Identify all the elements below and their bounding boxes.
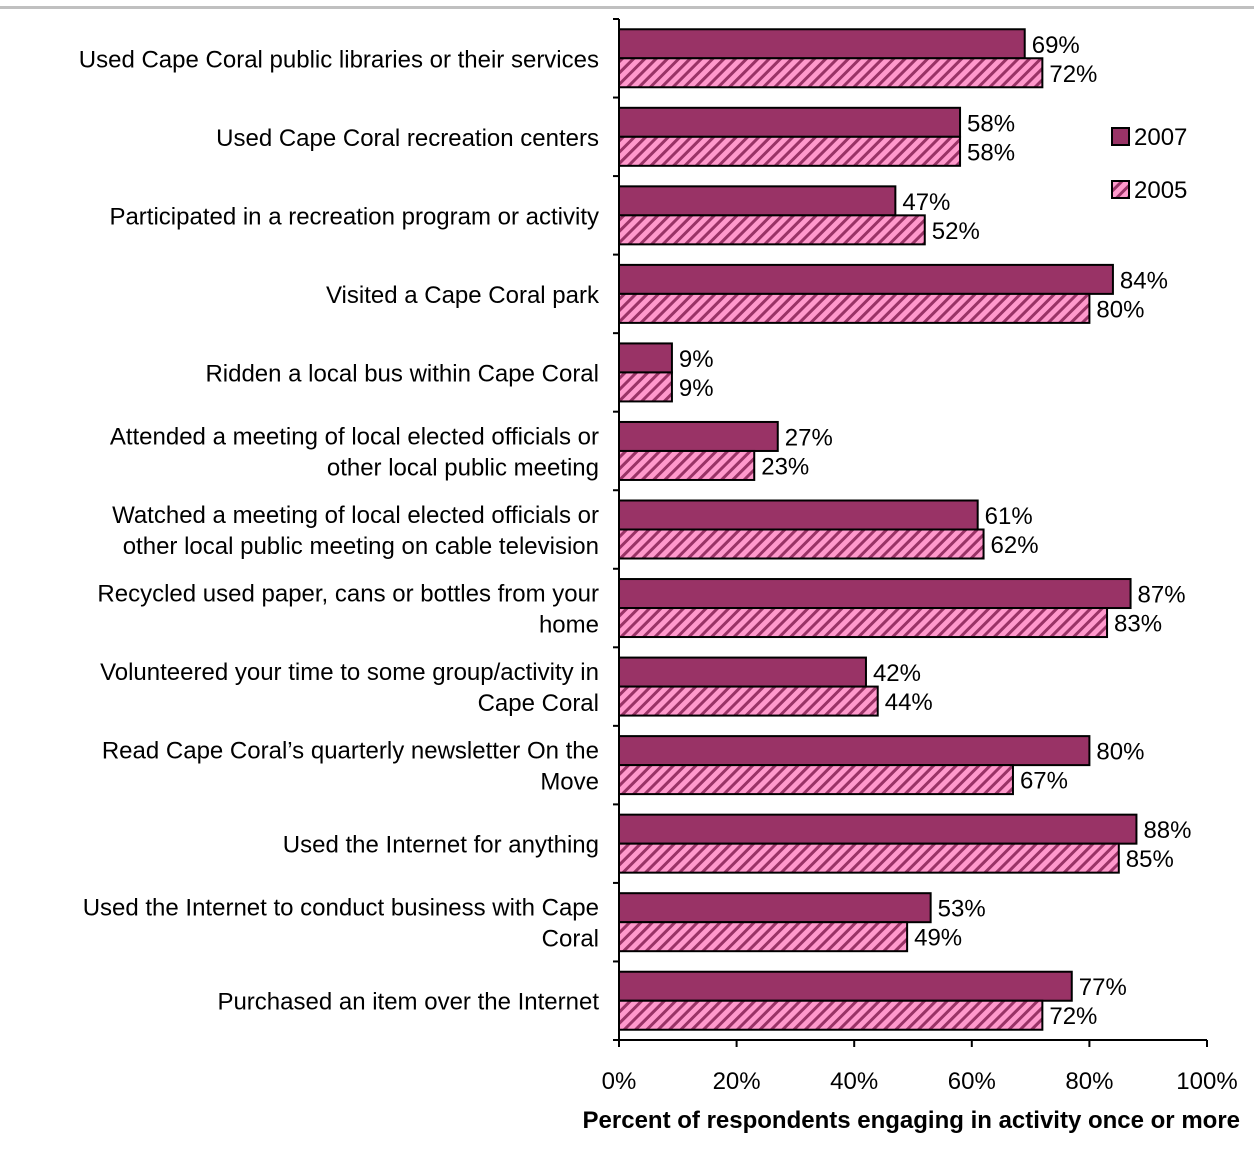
- value-label-2005: 80%: [1096, 296, 1144, 323]
- value-label-2007: 47%: [902, 189, 950, 216]
- bars-layer: 69%72%58%58%47%52%84%80%9%9%27%23%61%62%…: [618, 28, 1191, 1031]
- x-tick-label: 20%: [713, 1068, 761, 1095]
- category-label: Purchased an item over the Internet: [217, 989, 599, 1016]
- bar-2005: [618, 135, 962, 167]
- bar-2007: [618, 970, 1073, 1002]
- bar-2005: [618, 214, 926, 246]
- bar-2007: [618, 420, 779, 452]
- axes: Used Cape Coral public libraries or thei…: [79, 18, 1238, 1095]
- x-tick-label: 40%: [830, 1068, 878, 1095]
- category-label: Visited a Cape Coral park: [326, 282, 600, 309]
- top-border-line: [0, 6, 1254, 9]
- bar-2005: [618, 371, 673, 403]
- value-label-2007: 77%: [1079, 974, 1127, 1001]
- category-label: Used Cape Coral recreation centers: [216, 125, 599, 152]
- bar-2007: [618, 185, 897, 217]
- bar-2007: [618, 499, 979, 531]
- bar-2005: [618, 685, 879, 717]
- value-label-2005: 85%: [1126, 846, 1174, 873]
- value-label-2007: 53%: [938, 896, 986, 923]
- bar-2005: [618, 842, 1120, 874]
- value-label-2007: 88%: [1143, 817, 1191, 844]
- bar-2007: [618, 342, 673, 374]
- value-label-2007: 80%: [1096, 739, 1144, 766]
- value-label-2005: 67%: [1020, 768, 1068, 795]
- value-label-2005: 49%: [914, 925, 962, 952]
- category-label: Read Cape Coral’s quarterly newsletter O…: [102, 738, 599, 796]
- value-label-2007: 61%: [985, 503, 1033, 530]
- category-label: Watched a meeting of local elected offic…: [112, 502, 599, 560]
- value-label-2007: 87%: [1138, 582, 1186, 609]
- value-label-2005: 72%: [1049, 61, 1097, 88]
- value-label-2007: 42%: [873, 660, 921, 687]
- x-tick-label: 0%: [602, 1068, 637, 1095]
- category-label: Volunteered your time to some group/acti…: [100, 659, 599, 717]
- bar-2007: [618, 106, 962, 138]
- value-label-2005: 62%: [991, 532, 1039, 559]
- category-label: Used Cape Coral public libraries or thei…: [79, 46, 599, 73]
- bar-2007: [618, 28, 1026, 60]
- value-label-2007: 27%: [785, 424, 833, 451]
- value-label-2007: 9%: [679, 346, 714, 373]
- value-label-2005: 72%: [1049, 1003, 1097, 1030]
- legend-swatch-2005: [1111, 180, 1130, 199]
- value-label-2005: 9%: [679, 375, 714, 402]
- bar-2005: [618, 921, 909, 953]
- bar-2005: [618, 292, 1091, 324]
- bar-2007: [618, 892, 932, 924]
- category-label: Recycled used paper, cans or bottles fro…: [97, 581, 599, 639]
- legend: 2007 2005: [1111, 124, 1187, 204]
- category-label: Ridden a local bus within Cape Coral: [205, 360, 599, 387]
- x-tick-label: 60%: [948, 1068, 996, 1095]
- bar-2007: [618, 735, 1091, 767]
- category-label: Attended a meeting of local elected offi…: [110, 423, 599, 481]
- bar-2007: [618, 263, 1114, 295]
- legend-label-2005: 2005: [1134, 177, 1187, 204]
- legend-swatch-2007: [1111, 127, 1130, 146]
- bar-2005: [618, 449, 756, 481]
- bar-2007: [618, 656, 867, 688]
- value-label-2005: 58%: [967, 139, 1015, 166]
- x-tick-label: 100%: [1176, 1068, 1237, 1095]
- value-label-2007: 58%: [967, 110, 1015, 137]
- bar-2005: [618, 999, 1044, 1031]
- legend-label-2007: 2007: [1134, 124, 1187, 151]
- category-label: Used the Internet to conduct business wi…: [83, 895, 599, 953]
- value-label-2007: 84%: [1120, 267, 1168, 294]
- bar-2005: [618, 764, 1014, 796]
- bar-2007: [618, 578, 1132, 610]
- x-axis-title: Percent of respondents engaging in activ…: [583, 1107, 1240, 1134]
- bar-2005: [618, 528, 985, 560]
- value-label-2005: 83%: [1114, 611, 1162, 638]
- value-label-2005: 44%: [885, 689, 933, 716]
- value-label-2005: 23%: [761, 453, 809, 480]
- x-tick-label: 80%: [1065, 1068, 1113, 1095]
- category-label: Participated in a recreation program or …: [109, 203, 599, 230]
- bar-2005: [618, 57, 1044, 89]
- category-label: Used the Internet for anything: [283, 832, 599, 859]
- value-label-2007: 69%: [1032, 32, 1080, 59]
- bar-2005: [618, 607, 1109, 639]
- value-label-2005: 52%: [932, 218, 980, 245]
- bar-2007: [618, 813, 1138, 845]
